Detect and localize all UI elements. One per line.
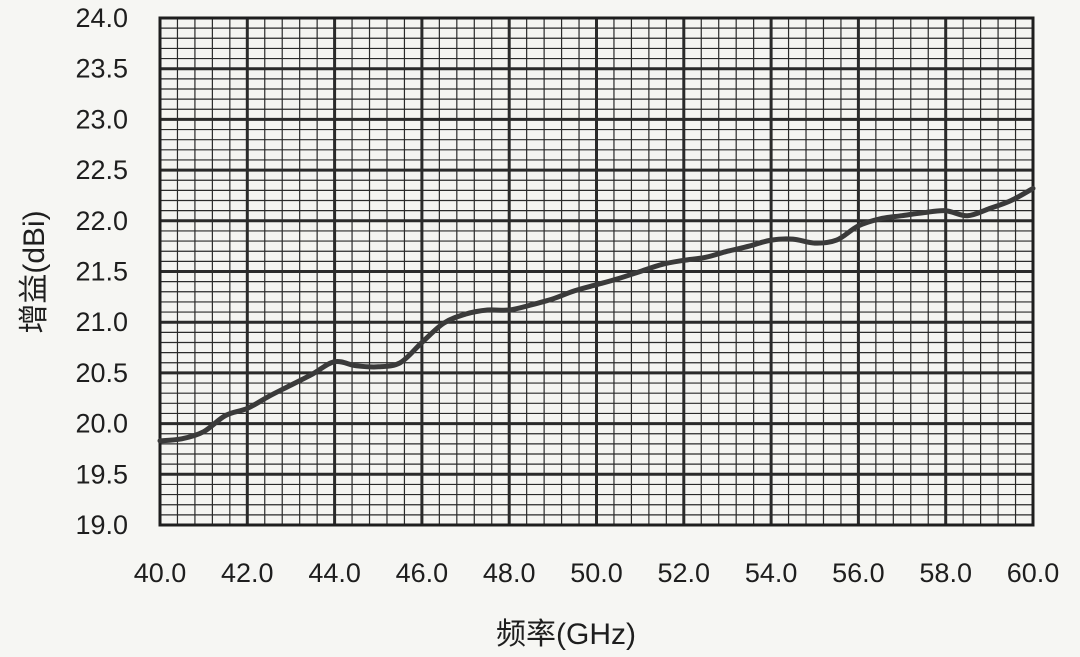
x-tick-label: 44.0	[308, 558, 361, 588]
y-tick-label: 19.5	[75, 459, 128, 489]
x-tick-label: 48.0	[483, 558, 536, 588]
y-tick-label: 22.5	[75, 155, 128, 185]
y-tick-label: 20.5	[75, 358, 128, 388]
y-tick-label: 24.0	[75, 3, 128, 33]
major-grid	[160, 18, 1033, 525]
plot-frame	[158, 16, 1035, 527]
x-tick-label: 50.0	[570, 558, 623, 588]
x-tick-label: 40.0	[134, 558, 187, 588]
x-axis-label: 频率(GHz)	[496, 618, 636, 651]
y-tick-label: 23.0	[75, 104, 128, 134]
y-tick-label: 21.0	[75, 307, 128, 337]
gain-curve	[157, 185, 1036, 444]
y-tick-label: 19.0	[75, 510, 128, 540]
x-tick-label: 60.0	[1007, 558, 1060, 588]
y-tick-label: 22.0	[75, 206, 128, 236]
x-tick-label: 46.0	[396, 558, 449, 588]
y-axis-ticks: 24.0 23.5 23.0 22.5 22.0 21.5 21.0 20.5 20.0 19.5…	[75, 3, 128, 540]
x-tick-label: 54.0	[745, 558, 798, 588]
y-tick-label: 23.5	[75, 54, 128, 84]
x-tick-label: 56.0	[832, 558, 885, 588]
y-tick-label: 21.5	[75, 257, 128, 287]
x-axis-ticks: 40.0 42.0 44.0 46.0 48.0 50.0 52.0 54.0 56.0 58.0…	[134, 558, 1060, 588]
y-tick-label: 20.0	[75, 409, 128, 439]
x-tick-label: 52.0	[658, 558, 711, 588]
y-axis-label: 增益(dBi)	[18, 210, 51, 333]
x-tick-label: 58.0	[919, 558, 972, 588]
x-tick-label: 42.0	[221, 558, 274, 588]
